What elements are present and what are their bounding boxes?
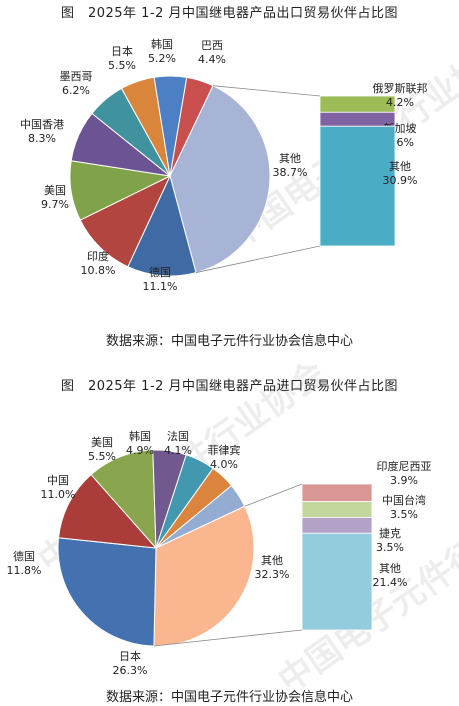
export-pie-slice-3 xyxy=(79,174,172,268)
import-slice-value-2: 26.3% xyxy=(113,664,148,677)
export-slice-value-8: 5.2% xyxy=(148,52,176,65)
export-breakdown-value-0: 4.2% xyxy=(386,96,414,109)
export-slice-label-4: 美国 xyxy=(44,184,66,197)
import-breakdown-label-0: 印度尼西亚 xyxy=(377,459,432,473)
export-connector-bottom xyxy=(195,245,321,273)
import-slice-label-7: 法国 xyxy=(167,429,189,443)
export-slice-label-2: 德国 xyxy=(149,265,171,279)
import-breakdown-bar-0 xyxy=(301,483,373,503)
import-breakdown-bar-2 xyxy=(301,517,373,534)
import-slice-label-6: 韩国 xyxy=(129,429,151,443)
export-slice-value-5: 8.3% xyxy=(28,132,56,145)
export-breakdown-bar-2 xyxy=(319,125,396,247)
import-slice-value-1: 32.3% xyxy=(255,568,290,581)
import-breakdown-label-1: 中国台湾 xyxy=(382,493,426,507)
import-slice-value-0: 4.0% xyxy=(210,458,238,471)
export-slice-value-3: 10.8% xyxy=(81,264,116,277)
import-pie-slice-3 xyxy=(57,473,158,549)
export-slice-value-1: 38.7% xyxy=(273,166,308,179)
export-slice-label-8: 韩国 xyxy=(151,37,173,51)
export-chart-title: 图 2025年 1-2 月中国继电器产品出口贸易伙伴占比图 xyxy=(60,6,399,21)
export-pie-slice-8 xyxy=(153,75,188,177)
export-slice-label-0: 巴西 xyxy=(201,39,223,52)
import-connector-top xyxy=(244,483,303,507)
import-slice-value-6: 4.9% xyxy=(126,444,154,457)
import-slice-label-1: 其他 xyxy=(261,554,283,567)
import-slice-value-3: 11.8% xyxy=(7,564,42,577)
import-pie-slice-7 xyxy=(155,467,233,549)
export-slice-label-7: 日本 xyxy=(111,44,133,58)
export-slice-label-6: 墨西哥 xyxy=(60,70,93,83)
import-slice-value-5: 5.5% xyxy=(88,450,116,463)
import-breakdown-value-1: 3.5% xyxy=(390,508,418,521)
import-slice-label-4: 中国 xyxy=(47,474,69,487)
import-slice-value-7: 4.1% xyxy=(164,444,192,457)
import-breakdown-label-3: 其他 xyxy=(379,562,401,575)
import-slice-label-3: 德国 xyxy=(13,549,35,563)
export-slice-value-2: 11.1% xyxy=(143,280,178,293)
export-slice-label-3: 印度 xyxy=(87,249,109,263)
export-slice-label-5: 中国香港 xyxy=(20,118,64,131)
export-slice-value-4: 9.7% xyxy=(41,198,69,211)
import-slice-value-4: 11.0% xyxy=(41,488,76,501)
export-breakdown-label-2: 其他 xyxy=(389,160,411,173)
import-pie-slice-2 xyxy=(57,537,157,647)
export-chart-source: 数据来源：中国电子元件行业协会信息中心 xyxy=(105,334,353,349)
import-breakdown-value-2: 3.5% xyxy=(376,541,404,554)
export-slice-label-1: 其他 xyxy=(279,152,301,165)
import-breakdown-label-2: 捷克 xyxy=(379,526,401,540)
export-connector-top xyxy=(212,85,321,97)
import-slice-label-0: 菲律宾 xyxy=(208,443,241,457)
import-breakdown-bar-3 xyxy=(301,532,373,631)
import-slice-label-5: 美国 xyxy=(91,436,113,449)
import-chart-title: 图 2025年 1-2 月中国继电器产品进口贸易伙伴占比图 xyxy=(60,379,399,394)
import-breakdown-bar-1 xyxy=(301,501,373,518)
export-pie-slice-1 xyxy=(169,85,271,274)
export-breakdown-value-2: 30.9% xyxy=(383,174,418,187)
export-breakdown-label-0: 俄罗斯联邦 xyxy=(373,82,428,95)
export-slice-value-0: 4.4% xyxy=(198,53,226,66)
import-breakdown-value-0: 3.9% xyxy=(390,474,418,487)
export-slice-value-7: 5.5% xyxy=(108,59,136,72)
export-slice-value-6: 6.2% xyxy=(62,84,90,97)
import-chart-source: 数据来源：中国电子元件行业协会信息中心 xyxy=(105,690,353,705)
import-pie-slice-4 xyxy=(90,449,157,550)
export-pie-chart: 巴西4.4%其他38.7%德国11.1%印度10.8%美国9.7%中国香港8.3… xyxy=(20,37,428,293)
export-pie-slice-2 xyxy=(127,174,197,277)
export-breakdown-bar-0 xyxy=(319,95,396,113)
import-pie-chart: 菲律宾4.0%其他32.3%日本26.3%德国11.8%中国11.0%美国5.5… xyxy=(7,429,432,677)
import-connector-bottom xyxy=(153,629,303,647)
import-breakdown-value-3: 21.4% xyxy=(373,576,408,589)
import-slice-label-2: 日本 xyxy=(119,649,141,663)
